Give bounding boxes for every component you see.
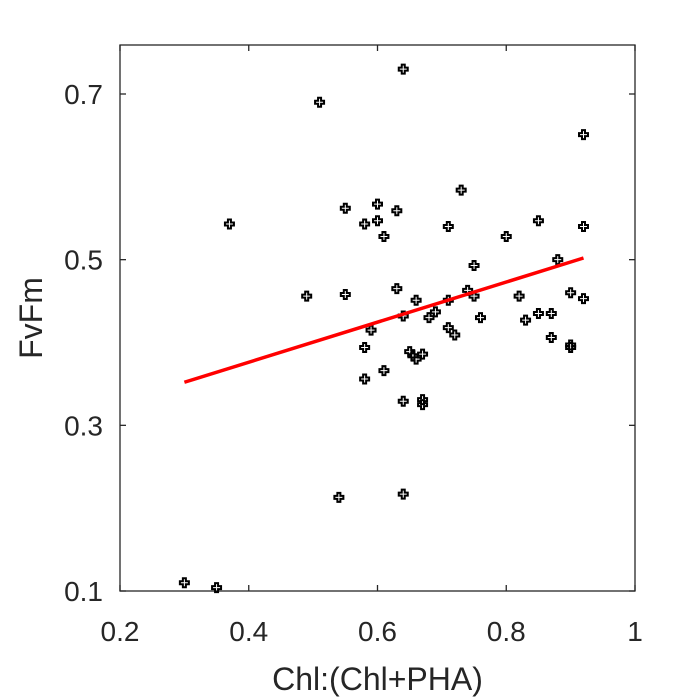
data-point [545,308,557,320]
x-tick-label: 0.8 [487,616,526,647]
data-point [359,218,371,230]
data-point [578,221,589,233]
data-point [417,348,429,360]
x-tick-label: 0.2 [101,616,140,647]
data-point [339,202,351,214]
data-point [423,312,435,324]
y-tick-label: 0.3 [64,410,103,441]
data-point [455,184,467,196]
data-point [442,322,454,334]
data-point [475,312,486,324]
data-point [417,394,429,406]
data-point [372,215,383,227]
data-point [429,306,441,318]
x-tick-label: 1 [627,616,643,647]
axis-ticks [119,45,636,592]
data-point [404,346,416,358]
x-tick-label: 0.4 [229,616,268,647]
data-points [178,63,589,594]
y-tick-label: 0.1 [64,576,103,607]
data-point [565,287,577,299]
plot-area [119,44,636,592]
data-point [223,218,235,230]
y-tick-label: 0.5 [64,245,103,276]
data-point [545,332,557,344]
data-point [378,365,390,377]
fit-line [183,256,585,384]
data-point [301,290,313,302]
data-point [397,488,409,500]
y-tick-label: 0.7 [64,79,103,110]
data-point [391,205,403,217]
tick-labels: 0.2 0.4 0.6 0.8 1 0.1 0.3 0.5 0.7 [64,79,643,647]
data-point [372,198,383,210]
data-point [339,288,351,300]
data-point [513,290,525,302]
data-point [397,63,409,75]
data-point [178,577,190,589]
data-point [359,341,371,353]
data-point [378,230,390,242]
y-axis-label: FvFm [13,277,49,359]
data-point [410,353,422,365]
data-point [500,230,512,242]
data-point [449,329,461,341]
data-point [211,582,223,594]
data-point [314,96,326,108]
data-point [532,215,544,227]
data-point [532,308,544,320]
data-point [565,341,577,353]
data-point [417,399,429,411]
data-point [365,324,377,336]
data-point [468,259,480,271]
data-point [578,293,589,305]
x-tick-label: 0.6 [358,616,397,647]
data-point [520,314,532,326]
data-point [442,221,454,233]
data-point [333,491,345,503]
data-point [578,129,589,141]
data-point [391,283,403,295]
x-axis-label: Chl:(Chl+PHA) [272,661,483,697]
data-point [410,294,422,306]
data-point [359,373,371,385]
data-point [397,395,409,407]
